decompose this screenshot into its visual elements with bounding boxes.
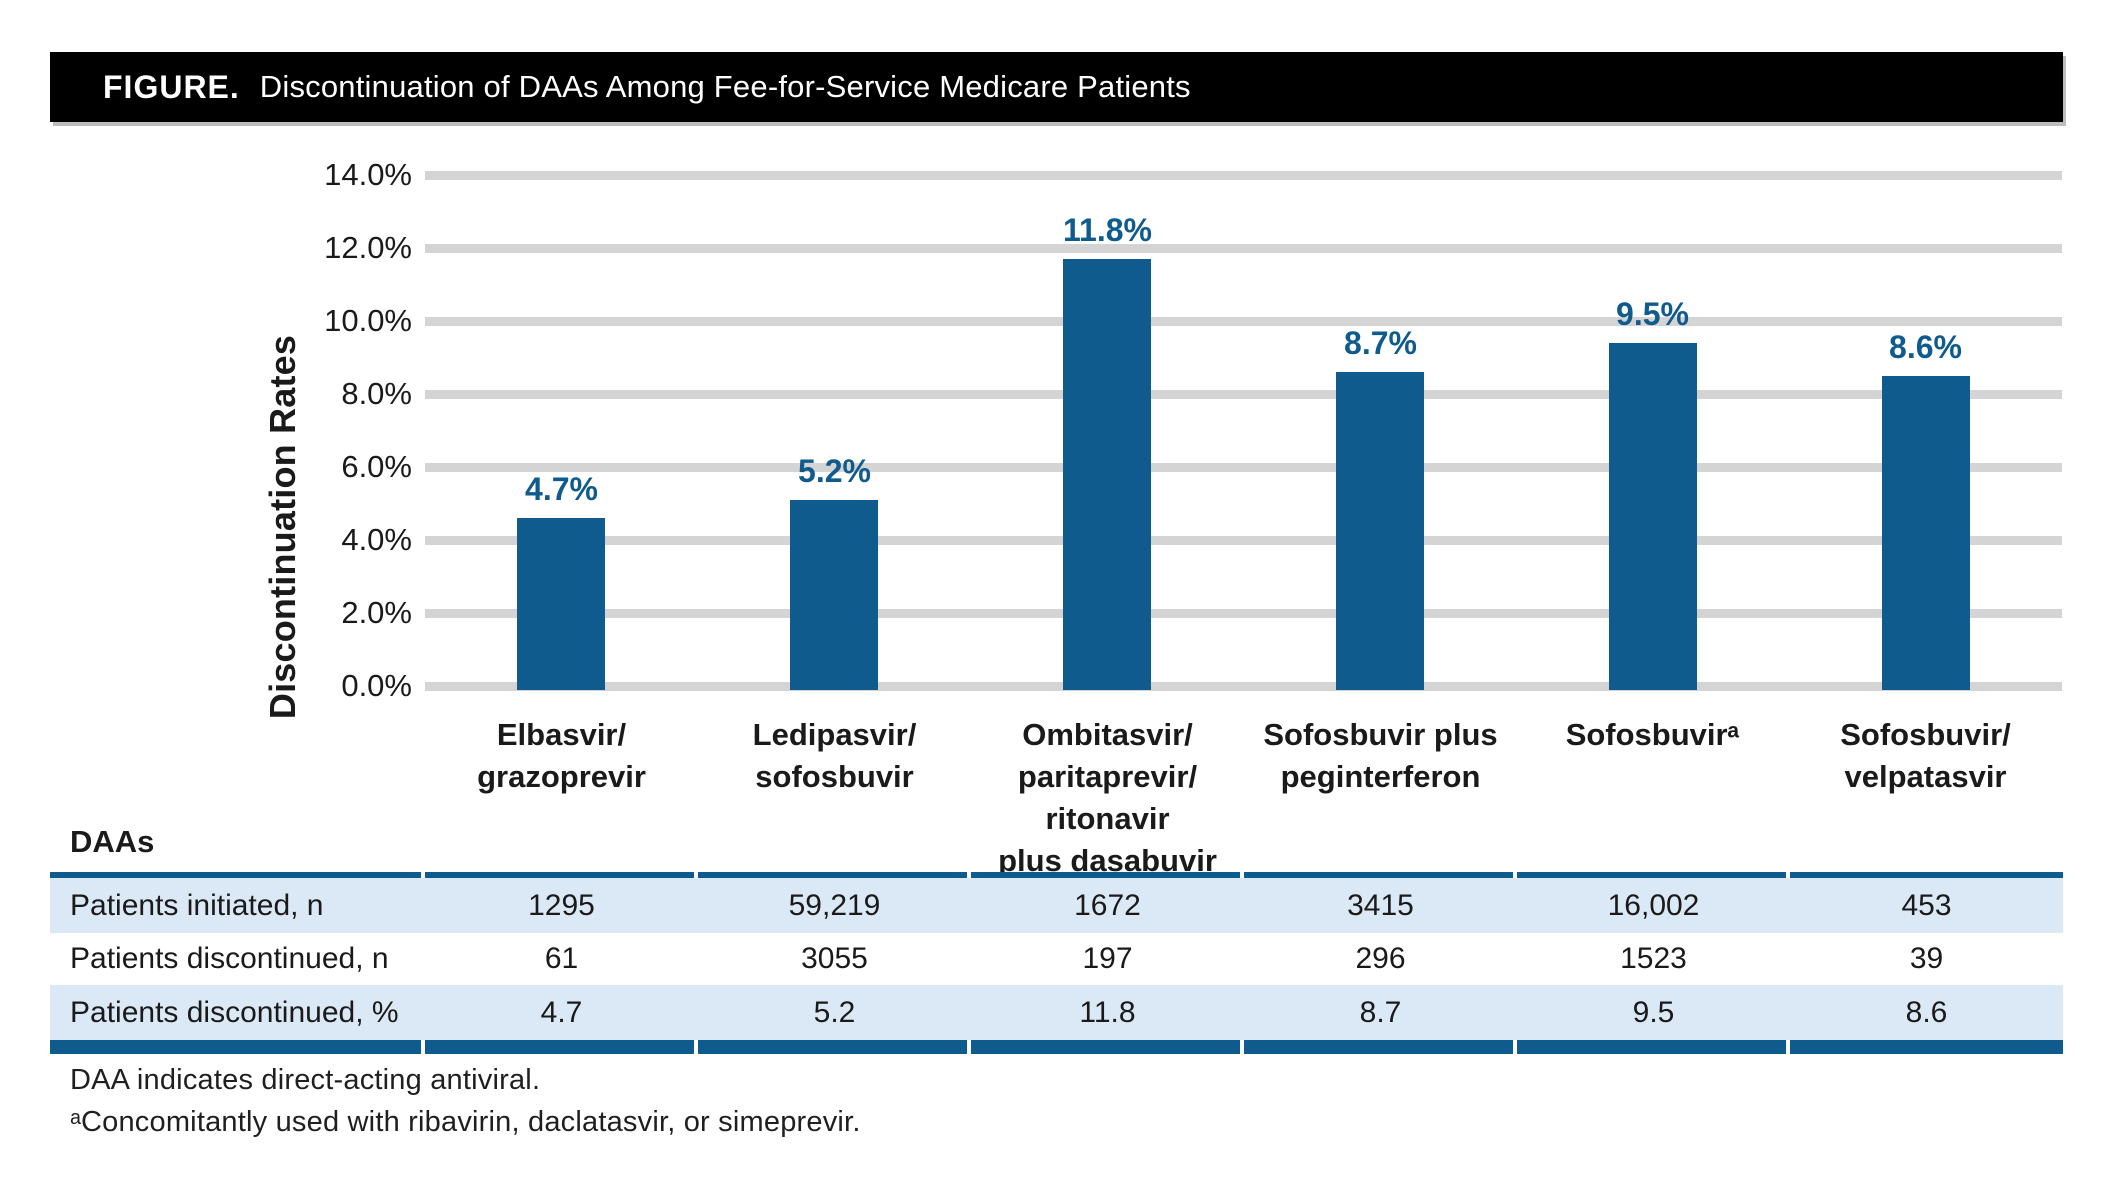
bar-value-label: 4.7% — [525, 471, 598, 507]
x-category-label: Sofosbuvir/velpatasvir — [1840, 717, 2011, 794]
bar — [1882, 376, 1970, 690]
x-category-label: Sofosbuvir plus peginterferon — [1263, 717, 1498, 794]
table-cell-value: 8.6 — [1905, 995, 1948, 1029]
table-cell-value: 3055 — [801, 942, 868, 975]
table-row-label: Patients initiated, n — [70, 888, 324, 922]
gridline — [425, 463, 2062, 472]
bar-value-label: 5.2% — [798, 453, 871, 489]
table-border-segment — [698, 872, 967, 878]
table-row: Patients discontinued, % 4.7 5.2 11.8 8.7 9.5… — [50, 985, 2063, 1040]
gridline — [425, 317, 2062, 326]
table-cell-value: 1523 — [1620, 942, 1687, 975]
footnote-abbreviation: DAA indicates direct-acting antiviral. — [70, 1064, 541, 1096]
table-border-segment — [971, 872, 1240, 878]
bar-chart: Discontinuation Rates 0.0% 2.0% 4.0% 6.0% 8.… — [0, 122, 2113, 878]
table-cell-value: 4.7 — [540, 995, 583, 1029]
table-border-segment — [1790, 1040, 2063, 1054]
table-row-label: Patients discontinued, % — [70, 995, 399, 1029]
table-border-segment — [1517, 1040, 1786, 1054]
table-border-segment — [50, 1040, 421, 1054]
table-cell-value: 453 — [1901, 888, 1952, 922]
x-axis-label-daas: DAAs — [70, 824, 155, 859]
table-border-segment — [425, 872, 694, 878]
bar — [517, 518, 605, 690]
table-border-segment — [1517, 872, 1786, 878]
figure-label: FIGURE. — [103, 68, 240, 105]
gridline — [425, 171, 2062, 180]
table-cell-value: 296 — [1355, 942, 1406, 975]
bar-value-label: 8.6% — [1889, 329, 1962, 365]
gridline — [425, 244, 2062, 253]
footnote-superscript-a: ᵃConcomitantly used with ribavirin, dacl… — [70, 1106, 861, 1138]
gridline — [425, 609, 2062, 618]
y-tick-label: 0.0% — [341, 668, 412, 703]
table-border-segment — [1244, 872, 1513, 878]
gridline — [425, 390, 2062, 399]
bar-value-label: 11.8% — [1063, 212, 1152, 248]
table-cell-value: 3415 — [1347, 888, 1414, 922]
figure-title: Discontinuation of DAAs Among Fee-for-Se… — [259, 69, 1191, 104]
table-border-segment — [50, 872, 421, 878]
bar — [790, 500, 878, 690]
table-cell-value: 1672 — [1074, 888, 1141, 922]
bar — [1609, 343, 1697, 690]
table-cell-value: 11.8 — [1079, 995, 1136, 1029]
y-tick-label: 8.0% — [341, 376, 412, 411]
table-border-segment — [425, 1040, 694, 1054]
table-bottom-border — [50, 1040, 2063, 1054]
table-border-segment — [1244, 1040, 1513, 1054]
figure-title-bar: FIGURE. Discontinuation of DAAs Among Fe… — [50, 52, 2063, 122]
table-body: Patients initiated, n 1295 59,219 1672 3415 1… — [50, 878, 2063, 1040]
y-tick-label: 6.0% — [341, 449, 412, 484]
x-category-label: Ledipasvir/sofosbuvir — [752, 717, 917, 794]
y-tick-label: 4.0% — [341, 522, 412, 557]
table-cell-value: 39 — [1909, 942, 1944, 975]
table-row: Patients initiated, n 1295 59,219 1672 3415 1… — [50, 878, 2063, 933]
x-category-label: Ombitasvir/paritaprevir/ritonavir plus da… — [998, 717, 1217, 878]
bar — [1336, 372, 1424, 690]
y-tick-label: 12.0% — [324, 230, 412, 265]
table-border-segment — [971, 1040, 1240, 1054]
gridline — [425, 536, 2062, 545]
table-cell-value: 1295 — [528, 888, 595, 922]
gridline — [425, 682, 2062, 691]
data-table: Patients initiated, n 1295 59,219 1672 3415 1… — [50, 872, 2063, 1054]
table-cell-value: 5.2 — [813, 995, 856, 1029]
y-tick-label: 10.0% — [324, 303, 412, 338]
table-row: Patients discontinued, n 61 3055 197 296 1523… — [50, 933, 2063, 985]
table-border-segment — [1790, 872, 2063, 878]
table-border-segment — [698, 1040, 967, 1054]
table-top-border — [50, 872, 2063, 878]
y-tick-label: 14.0% — [324, 157, 412, 192]
table-cell-value: 59,219 — [788, 888, 881, 922]
table-cell-value: 197 — [1082, 942, 1133, 975]
y-tick-label: 2.0% — [341, 595, 412, 630]
table-cell-value: 8.7 — [1359, 995, 1402, 1029]
bar-value-label: 9.5% — [1616, 296, 1689, 332]
bar-value-label: 8.7% — [1344, 325, 1417, 361]
table-row-label: Patients discontinued, n — [70, 942, 389, 975]
bar — [1063, 259, 1151, 690]
x-category-label: Sofosbuvirᵃ — [1565, 717, 1740, 752]
table-cell-value: 61 — [544, 942, 579, 975]
table-cell-value: 16,002 — [1607, 888, 1700, 922]
table-cell-value: 9.5 — [1632, 995, 1675, 1029]
x-category-label: Elbasvir/grazoprevir — [477, 717, 646, 794]
